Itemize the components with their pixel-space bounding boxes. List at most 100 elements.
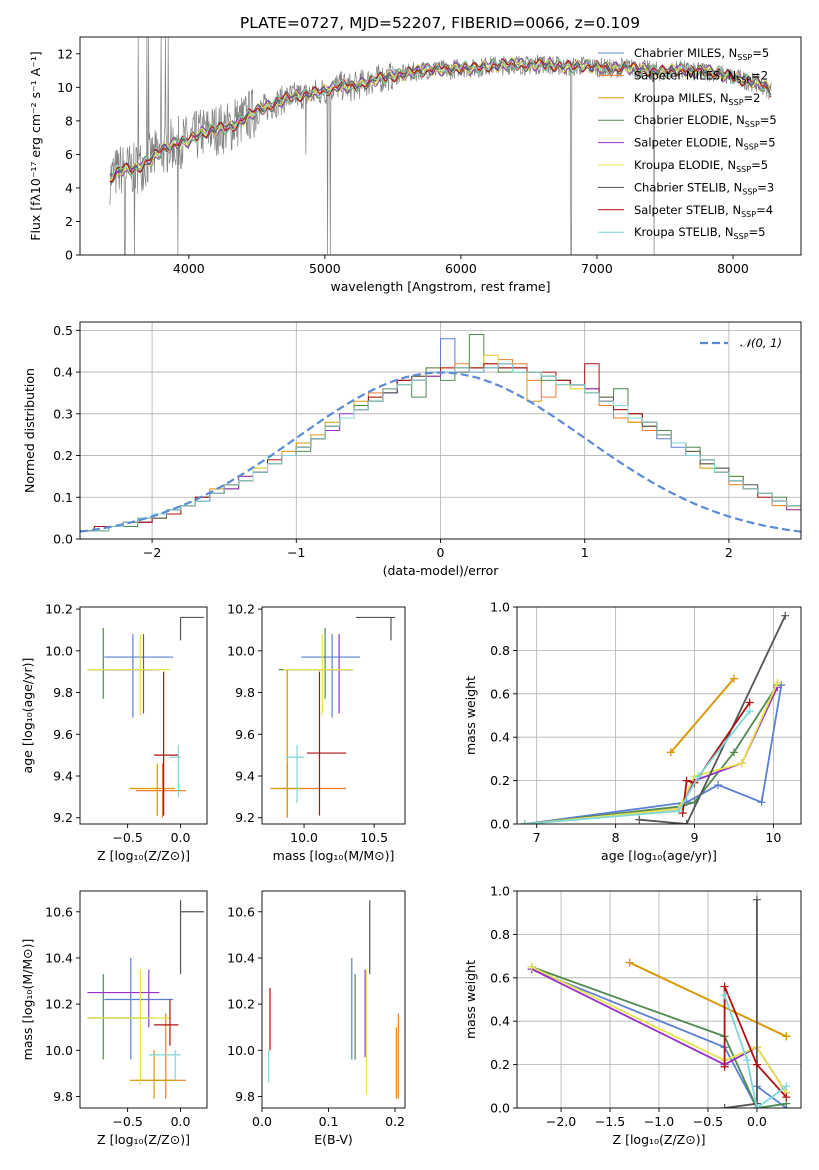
legend-label: Chabrier ELODIE, NSSP=5	[634, 113, 777, 129]
weight-point-marker	[720, 991, 729, 1000]
weight-point-marker	[752, 1104, 761, 1108]
mass-vs-Z-ytick-label: 10.6	[45, 904, 73, 919]
residuals-axes: −2 −1 0 1 2 0.0 0.1 0.2 0.3 0.4 0.5 (data-model)/er…	[22, 321, 802, 578]
figure-title: PLATE=0727, MJD=52207, FIBERID=0066, z=0…	[240, 14, 640, 32]
residuals-ytick-label: 0.2	[53, 448, 73, 463]
weight-vs-Z-marks	[527, 895, 791, 1108]
spectrum-ylabel: Flux [fλ10⁻¹⁷ erg cm⁻² s⁻¹ A⁻¹]	[28, 51, 43, 240]
weight-point-marker	[773, 678, 782, 687]
spectrum-ytick-label: 0	[65, 248, 73, 263]
legend-label: Kroupa MILES, NSSP=2	[634, 91, 760, 107]
weight-vs-age-xtick-label: 9	[691, 830, 699, 845]
spectrum-axes: 4000 5000 6000 7000 8000 0 2 4 6 8 10 12 wavelength …	[28, 36, 802, 294]
weight-vs-age-xtick-label: 8	[612, 830, 620, 845]
legend-label: Kroupa STELIB, NSSP=5	[634, 225, 765, 241]
residuals-ytick-label: 0.4	[53, 365, 73, 380]
plot-layer: 4000 5000 6000 7000 8000024681012wavelength …	[20, 36, 802, 1147]
weight-vs-Z-ytick-label: 0.2	[490, 1057, 510, 1072]
model-spectrum-line	[109, 57, 772, 178]
mass-vs-Z-ylabel: mass [log₁₀(M/M⊙)]	[20, 939, 35, 1061]
weight-point-marker	[745, 698, 754, 707]
residuals-ytick-label: 0.5	[53, 323, 73, 338]
age-vs-mass-xlabel: mass [log₁₀(M/M⊙)]	[273, 848, 395, 863]
age-vs-Z-ytick-label: 9.4	[53, 769, 73, 784]
mass-vs-ebv-ytick-label: 9.8	[235, 1089, 255, 1104]
weight-point-marker	[694, 772, 703, 781]
mass-vs-Z-ytick-label: 10.4	[45, 950, 73, 965]
mass-vs-Z-axes: −0.5 0.0 9.8 10.0 10.2 10.4 10.6 Z [log₁₀(Z/Z⊙)…	[20, 890, 208, 1147]
weight-point-marker	[737, 759, 746, 768]
weight-vs-age-xlabel: age [log₁₀(age/yr)]	[601, 848, 717, 863]
weight-point-marker	[635, 815, 644, 824]
weight-point-marker	[714, 780, 723, 789]
spectrum-ytick-label: 4	[65, 180, 73, 195]
spectrum-marks	[109, 37, 772, 255]
weight-vs-Z-xtick-label: −0.5	[693, 1114, 723, 1129]
weight-point-marker	[743, 1056, 752, 1065]
weight-vs-Z-xtick-label: 0.0	[747, 1114, 767, 1129]
residuals-xtick-label: 1	[581, 545, 589, 560]
weight-point-marker	[682, 776, 691, 785]
weight-point-marker	[752, 895, 761, 904]
mass-vs-ebv-xtick-label: 0.2	[385, 1114, 405, 1129]
spectrum-ytick-label: 6	[65, 147, 73, 162]
weight-vs-Z-ytick-label: 0.4	[490, 1014, 510, 1029]
mass-vs-Z-frame	[79, 890, 208, 1109]
age-vs-Z-ytick-label: 10.2	[45, 602, 73, 617]
weight-series-line	[629, 961, 787, 1038]
spectrum-ytick-label: 10	[57, 80, 73, 95]
legend-label: 𝒩(0, 1)	[740, 336, 782, 350]
weight-vs-age-ytick-label: 0.0	[490, 817, 510, 832]
mass-vs-ebv-ytick-label: 10.2	[227, 997, 255, 1012]
spectrum-legend: Chabrier MILES, NSSP=5 Salpeter MILES, NS…	[598, 46, 777, 241]
weight-vs-Z-ytick-label: 0.8	[490, 927, 510, 942]
residuals-xtick-label: −1	[287, 545, 305, 560]
model-spectrum-line	[109, 57, 772, 182]
weight-vs-Z-xtick-label: −2.0	[546, 1114, 576, 1129]
residuals-xtick-label: −2	[143, 545, 161, 560]
age-vs-mass-frame	[261, 606, 406, 825]
weight-vs-Z-ytick-label: 0.0	[490, 1101, 510, 1116]
age-vs-mass-xtick-label: 10.0	[290, 830, 318, 845]
spectrum-xtick-label: 4000	[173, 261, 205, 276]
weight-point-marker	[729, 674, 738, 683]
weight-vs-age-frame	[516, 606, 802, 825]
mass-vs-ebv-frame	[261, 890, 406, 1109]
residuals-ytick-label: 0.3	[53, 406, 73, 421]
age-vs-Z-marks	[87, 616, 204, 818]
gaussian-reference-line	[80, 371, 801, 533]
weight-vs-Z-xtick-label: −1.5	[595, 1114, 625, 1129]
residuals-ylabel: Normed distribution	[22, 368, 37, 493]
weight-vs-age-ytick-label: 0.6	[490, 686, 510, 701]
weight-point-marker	[720, 1104, 729, 1108]
weight-series-line	[524, 684, 779, 824]
mass-vs-ebv-axes: 0.0 0.1 0.2 9.8 10.0 10.2 10.4 10.6 E(B-V)	[227, 890, 406, 1147]
weight-point-marker	[782, 1032, 791, 1041]
mass-vs-ebv-ytick-label: 10.0	[227, 1043, 255, 1058]
weight-series-line	[524, 710, 751, 824]
weight-series-line	[531, 966, 787, 1108]
age-vs-mass-ytick-label: 10.2	[227, 602, 255, 617]
weight-point-marker	[666, 748, 675, 757]
age-vs-mass-ytick-label: 9.6	[235, 727, 255, 742]
weight-point-marker	[527, 962, 536, 971]
weight-series-line	[639, 615, 787, 824]
mass-vs-Z-xlabel: Z [log₁₀(Z/Z⊙)]	[97, 1132, 190, 1147]
age-vs-Z-ytick-label: 9.6	[53, 727, 73, 742]
weight-point-marker	[782, 1093, 791, 1102]
spectrum-frame	[79, 36, 802, 256]
age-vs-mass-ytick-label: 10.0	[227, 643, 255, 658]
mass-vs-ebv-ytick-label: 10.6	[227, 904, 255, 919]
weight-point-marker	[782, 1082, 791, 1091]
spectrum-ytick-label: 2	[65, 214, 73, 229]
weight-vs-Z-ylabel: mass weight	[463, 960, 478, 1039]
residuals-marks	[80, 334, 801, 533]
weight-point-marker	[757, 798, 766, 807]
mass-vs-ebv-marks	[268, 900, 399, 1099]
age-vs-mass-ytick-label: 9.8	[235, 685, 255, 700]
weight-series-line	[524, 686, 779, 824]
mass-vs-ebv-xtick-label: 0.1	[319, 1114, 339, 1129]
age-vs-mass-axes: 10.0 10.5 9.2 9.4 9.6 9.8 10.0 10.2 mass [log₁₀(…	[227, 602, 406, 863]
age-vs-Z-ytick-label: 9.2	[53, 810, 73, 825]
